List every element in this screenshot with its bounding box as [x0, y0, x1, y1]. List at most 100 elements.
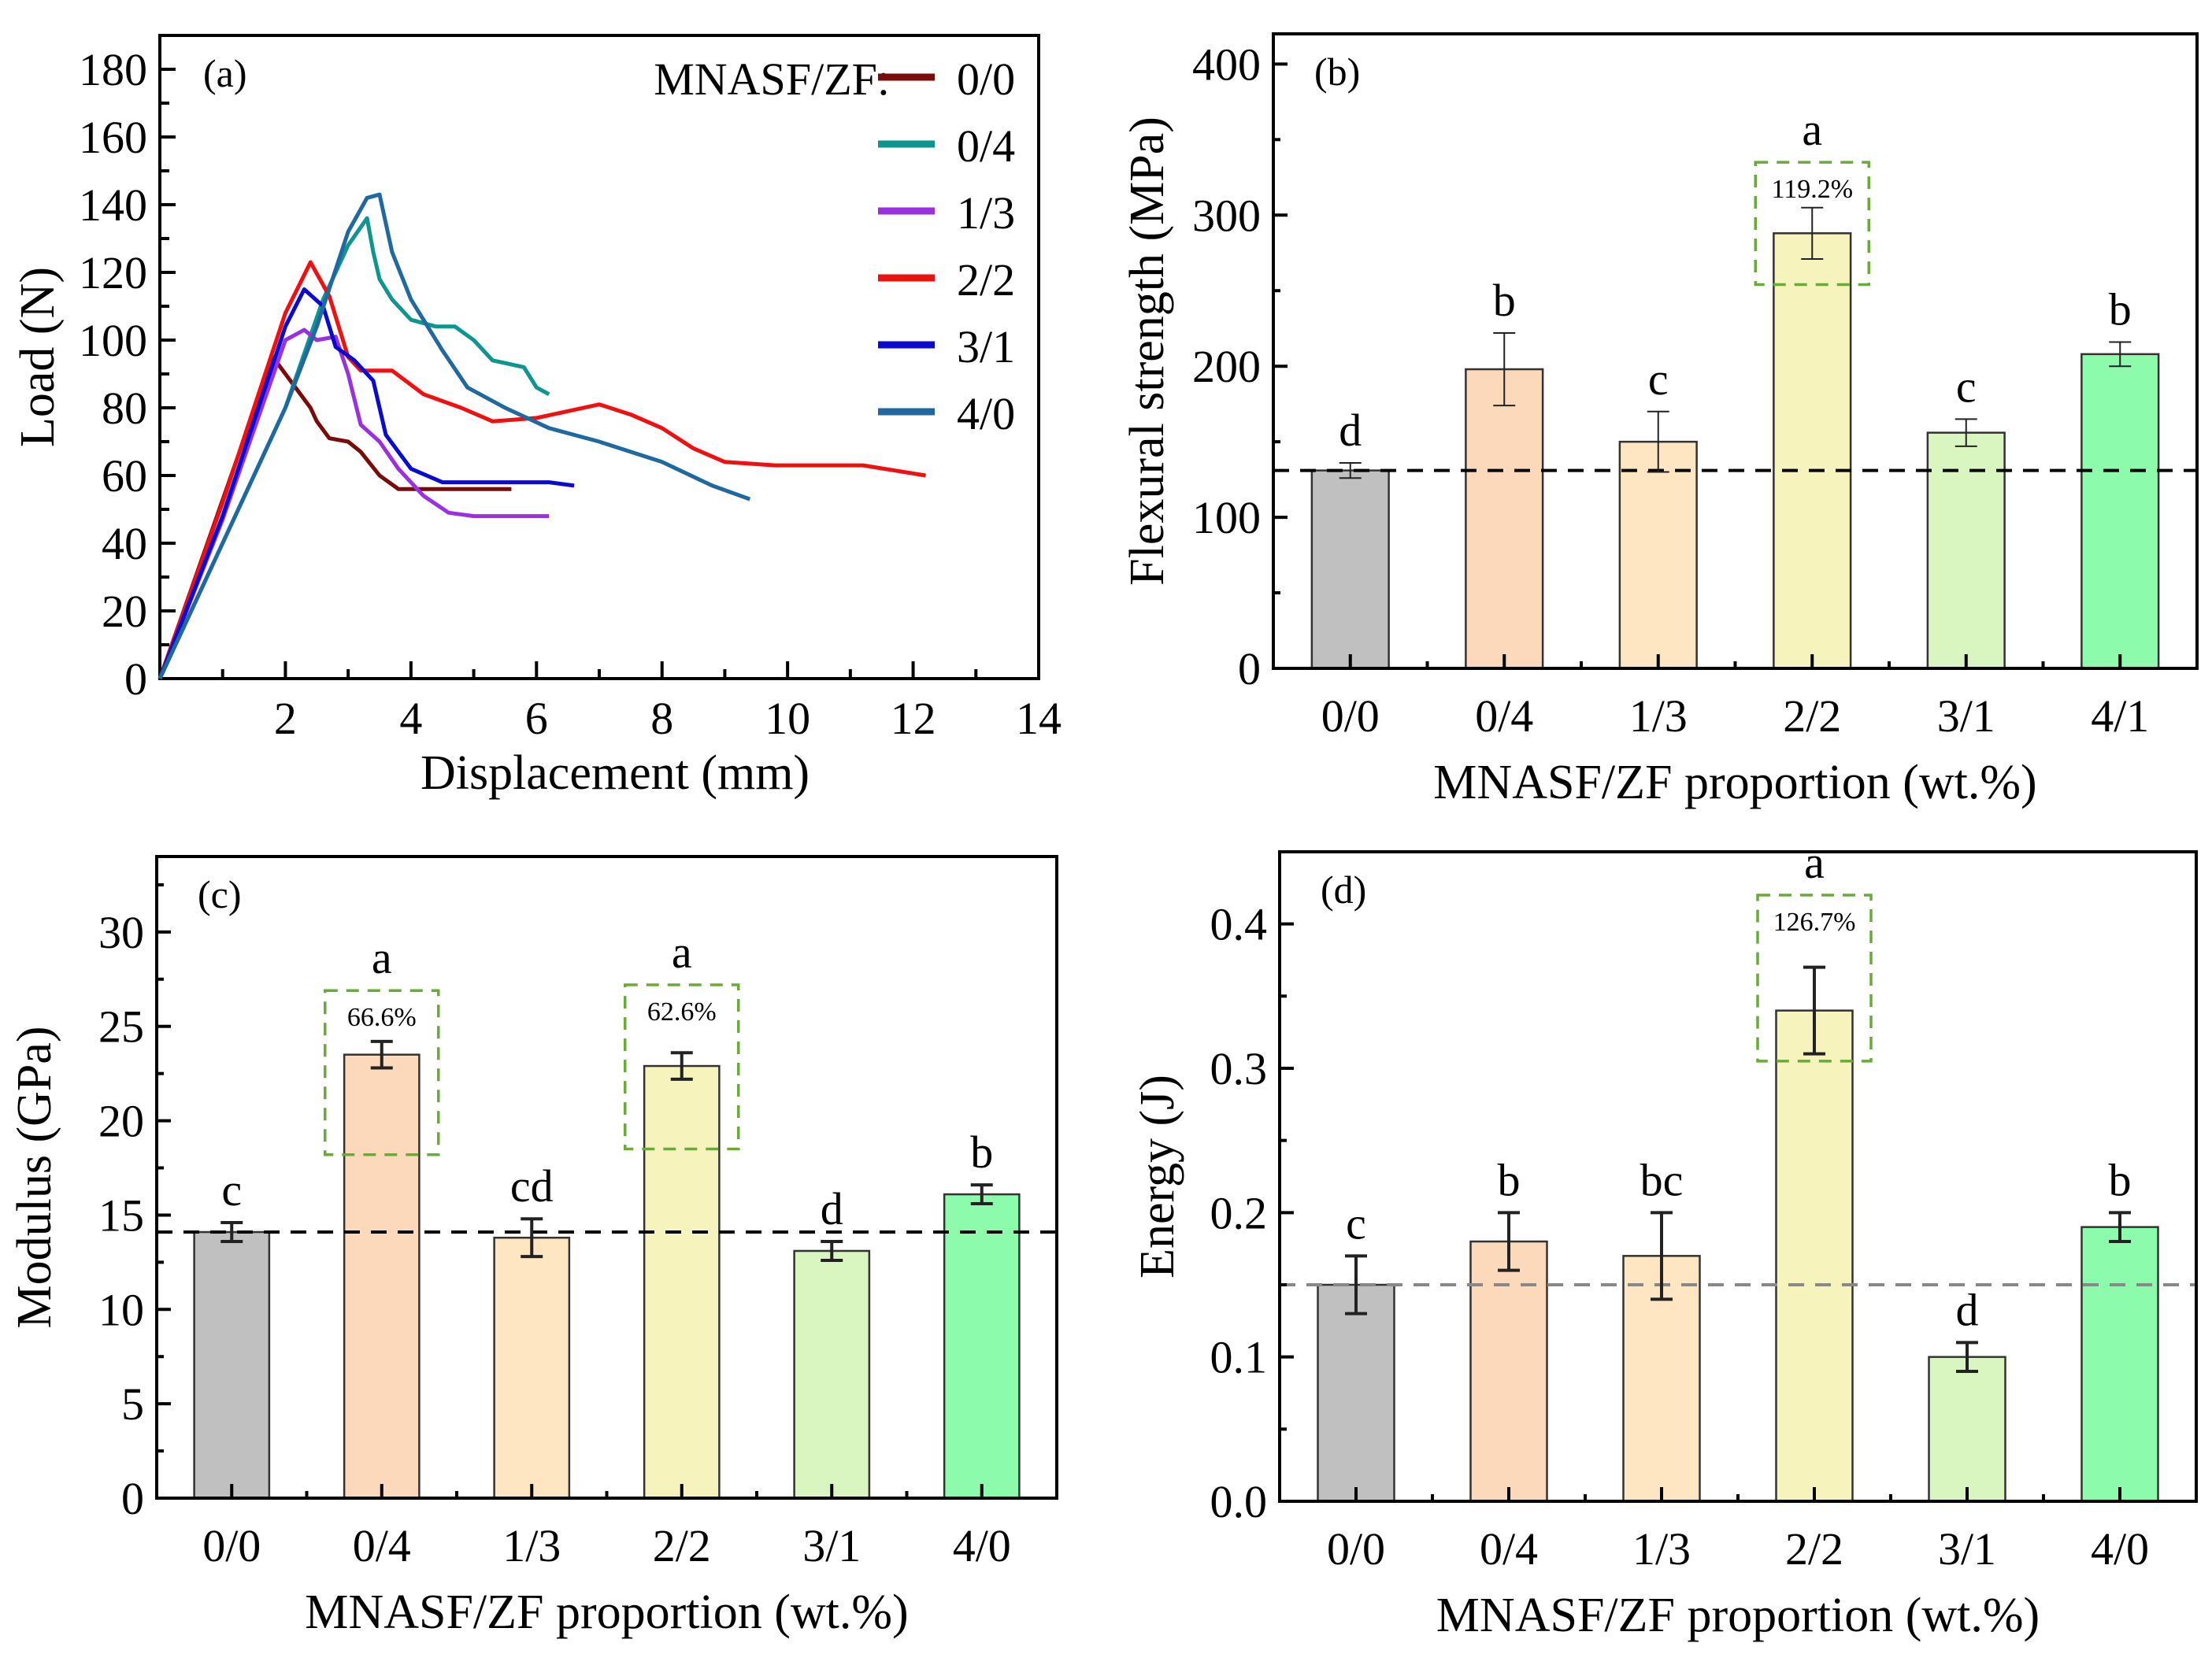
y-tick-label: 0: [121, 1473, 144, 1524]
x-tick-label: 2/2: [1785, 1523, 1843, 1574]
bar-2-2: [1773, 232, 1852, 670]
annotation-box: [624, 983, 740, 1151]
x-axis-title: MNASF/ZF proportion (wt.%): [1436, 1589, 2040, 1642]
significance-letter: b: [2109, 1154, 2132, 1205]
y-tick-label: 160: [79, 112, 147, 163]
legend-label: 0/4: [957, 120, 1015, 172]
plot-frame-b: [1272, 32, 2199, 670]
y-tick-label: 300: [1192, 190, 1261, 241]
bar-3-1: [1926, 431, 2006, 670]
bar-3-1: [1928, 1356, 2006, 1503]
legend-label: 0/0: [957, 54, 1015, 105]
percent-increase-label: 126.7%: [1773, 908, 1856, 937]
x-tick-label: 2/2: [1783, 690, 1841, 742]
x-tick-label: 14: [1016, 693, 1062, 744]
x-tick-label: 2: [274, 693, 297, 744]
x-tick-label: 1/3: [1629, 690, 1688, 742]
y-tick-label: 0.0: [1210, 1476, 1268, 1527]
significance-letter: a: [1802, 104, 1822, 155]
bar-2-2: [1775, 1009, 1854, 1503]
legend-label: 4/0: [957, 388, 1015, 439]
legend-label: 1/3: [957, 187, 1015, 239]
y-axis-title: Modulus (GPa): [8, 1026, 61, 1328]
x-tick-label: 0/0: [1321, 690, 1380, 742]
x-tick-label: 6: [525, 693, 548, 744]
y-tick-label: 20: [102, 586, 147, 637]
series-line-2-2: [157, 260, 926, 679]
bar-4-0: [943, 1193, 1021, 1500]
bar-3-1: [793, 1249, 871, 1500]
series-line-3-1: [157, 287, 575, 679]
significance-letter: b: [1498, 1154, 1521, 1205]
significance-letter: cd: [510, 1160, 554, 1212]
y-tick-label: 120: [79, 247, 147, 298]
legend-label: 2/2: [957, 254, 1015, 305]
panel-label: (a): [203, 51, 247, 95]
x-tick-label: 3/1: [1938, 1523, 1996, 1574]
bar-2-2: [643, 1064, 721, 1500]
series-line-1-3: [157, 327, 550, 679]
y-tick-label: 100: [79, 315, 147, 366]
significance-letter: a: [1804, 837, 1825, 888]
bar-0-4: [343, 1053, 421, 1500]
significance-letter: c: [1648, 353, 1669, 405]
y-tick-label: 400: [1192, 39, 1261, 90]
x-tick-label: 4: [399, 693, 422, 744]
x-axis-title: MNASF/ZF proportion (wt.%): [1433, 756, 2036, 809]
plot-frame-d: [1278, 850, 2198, 1503]
legend-title: MNASF/ZF:: [654, 54, 890, 105]
panel-d-energy: 126.7% c b bc a d b 0/0 0/4 1/3 2/2 3/1 4/0 0.0 0.1 0.2…: [1131, 837, 2198, 1642]
panel-label: (c): [198, 872, 242, 916]
y-tick-label: 5: [121, 1378, 144, 1430]
bar-1-3: [1618, 440, 1698, 670]
bar-0-0: [1310, 469, 1390, 670]
series-line-0-0: [157, 355, 512, 679]
y-tick-label: 140: [79, 179, 147, 231]
x-tick-label: 0/0: [202, 1520, 261, 1571]
bar-0-4: [1469, 1240, 1548, 1503]
bar-0-0: [1317, 1283, 1395, 1503]
x-tick-label: 4/0: [953, 1520, 1011, 1571]
percent-increase-label: 66.6%: [347, 1003, 417, 1032]
y-tick-label: 40: [102, 518, 147, 569]
bar-0-0: [193, 1230, 271, 1500]
y-tick-label: 30: [98, 907, 144, 958]
y-tick-label: 0.1: [1210, 1332, 1268, 1383]
significance-letter: a: [372, 932, 392, 983]
annotation-box: [324, 989, 440, 1156]
x-tick-label: 1/3: [502, 1520, 561, 1571]
annotation-box: [1754, 161, 1870, 287]
x-tick-label: 3/1: [1937, 690, 1995, 742]
y-tick-label: 20: [98, 1096, 144, 1147]
panel-a-load-displacement: 2 4 6 8 10 12 14020406080100120140160180Displa…: [11, 34, 1062, 800]
annotation-box: [1756, 894, 1873, 1063]
x-tick-label: 3/1: [802, 1520, 861, 1571]
y-tick-label: 0.2: [1210, 1187, 1268, 1238]
plot-frame-c: [155, 855, 1058, 1500]
x-tick-label: 0/4: [1475, 690, 1533, 742]
bar-1-3: [493, 1236, 571, 1500]
panel-b-flexural-strength: 119.2% d b c a c b 0/0 0/4 1/3 2/2 3/1 4/1 0 100 200 300…: [1121, 32, 2199, 809]
significance-letter: a: [672, 927, 692, 978]
significance-letter: c: [1956, 361, 1977, 412]
y-tick-label: 180: [79, 44, 147, 95]
percent-increase-label: 119.2%: [1771, 175, 1853, 204]
significance-letter: b: [970, 1127, 993, 1178]
y-tick-label: 25: [98, 1001, 144, 1053]
significance-letter: c: [221, 1164, 242, 1216]
y-tick-label: 0: [1238, 643, 1261, 694]
x-tick-label: 0/0: [1327, 1523, 1385, 1574]
significance-letter: b: [1493, 275, 1516, 326]
y-tick-label: 15: [98, 1190, 144, 1241]
significance-letter: d: [821, 1183, 843, 1234]
x-tick-label: 0/4: [1480, 1523, 1538, 1574]
panel-label: (d): [1321, 868, 1366, 912]
bar-0-4: [1465, 368, 1544, 670]
x-axis-title: Displacement (mm): [421, 746, 810, 800]
x-tick-label: 0/4: [353, 1520, 411, 1571]
significance-letter: d: [1339, 405, 1362, 456]
panel-label: (b): [1314, 50, 1360, 94]
x-tick-label: 8: [650, 693, 673, 744]
legend-label: 3/1: [957, 321, 1015, 372]
